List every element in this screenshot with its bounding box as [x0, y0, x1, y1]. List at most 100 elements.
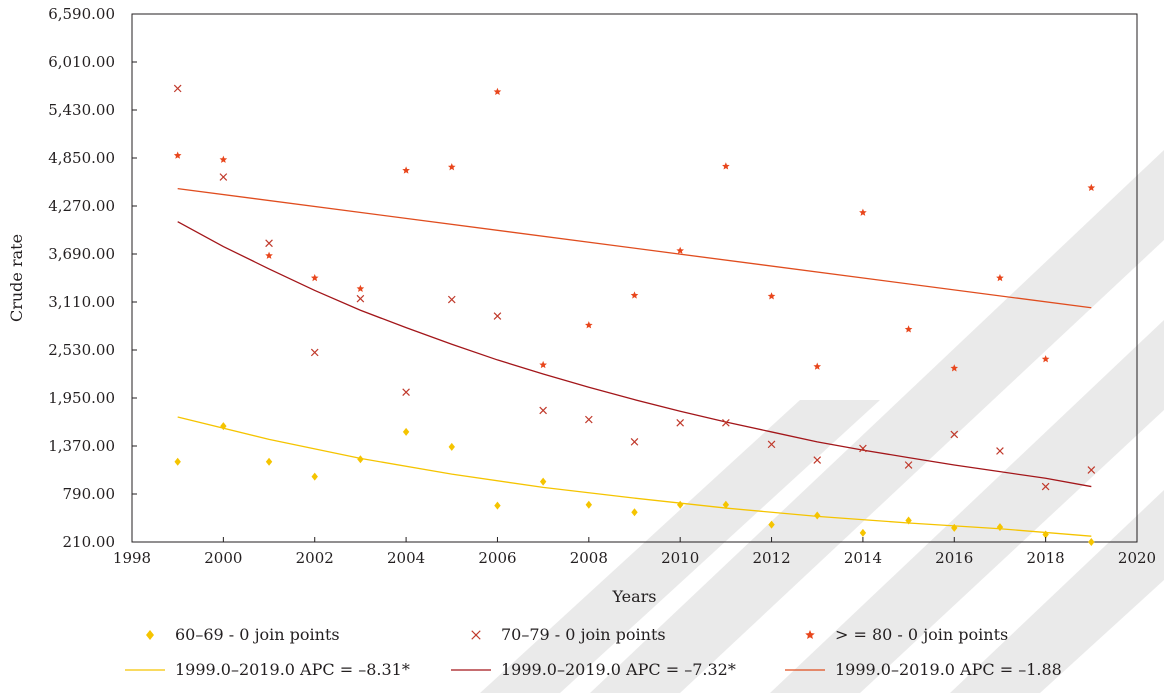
- data-point: [950, 430, 959, 439]
- data-point: [859, 528, 867, 537]
- y-tick-label: 790.00: [63, 485, 116, 503]
- data-point: [310, 348, 319, 357]
- data-point: [905, 516, 912, 525]
- legend-item-3: 1999.0–2019.0 APC = –8.31*: [125, 660, 410, 679]
- data-point: [448, 442, 455, 451]
- x-axis: 1998 2000 2002 2004 2006 2008 2010 2012 2014 2016…: [113, 537, 1156, 567]
- data-point: [676, 500, 684, 509]
- marker-stroke: [722, 419, 730, 427]
- data-point: [904, 461, 913, 469]
- series-1-points: [173, 84, 1096, 491]
- data-point: [813, 362, 822, 370]
- plot-area: [131, 13, 1138, 546]
- data-point: [219, 173, 228, 181]
- legend-label: > = 80 - 0 join points: [835, 625, 1008, 644]
- data-point: [357, 455, 364, 464]
- x-tick-label: 2004: [387, 549, 425, 567]
- data-point: [402, 388, 410, 397]
- legend-label: 70–79 - 0 join points: [501, 625, 666, 644]
- data-point: [996, 447, 1004, 455]
- data-point: [265, 239, 273, 248]
- y-axis: 210.00 790.00 1,370.00 1,950.00 2,530.00 3,11…: [48, 5, 137, 551]
- watermark-stroke-3: [950, 490, 1164, 693]
- data-point: [722, 419, 730, 427]
- data-point: [1087, 183, 1096, 192]
- legend-label: 1999.0–2019.0 APC = –1.88: [835, 660, 1062, 679]
- marker-stroke: [265, 239, 273, 248]
- marker-stroke: [813, 456, 822, 464]
- y-tick-label: 4,850.00: [48, 149, 115, 167]
- y-tick-label: 1,370.00: [48, 437, 115, 455]
- y-tick-label: 3,690.00: [48, 245, 115, 263]
- legend-item-1: 70–79 - 0 join points: [471, 625, 666, 644]
- data-point: [859, 208, 867, 216]
- data-point: [1087, 466, 1096, 474]
- trend-line-3: [177, 416, 1092, 537]
- data-point: [539, 360, 547, 369]
- data-point: [311, 472, 318, 481]
- legend-label: 60–69 - 0 join points: [175, 625, 340, 644]
- y-tick-label: 6,590.00: [48, 5, 115, 23]
- data-point: [402, 166, 410, 174]
- data-point: [768, 520, 775, 529]
- marker-stroke: [996, 447, 1004, 455]
- data-point: [1041, 355, 1050, 363]
- marker-stroke: [1087, 466, 1096, 474]
- marker-stroke: [219, 173, 228, 181]
- data-point: [904, 325, 913, 333]
- data-point: [173, 151, 182, 159]
- marker-stroke: [630, 438, 639, 446]
- data-point: [493, 312, 502, 320]
- data-point: [630, 291, 639, 299]
- watermark-stroke-1: [590, 150, 1164, 693]
- data-point: [996, 274, 1004, 282]
- legend-marker: [805, 630, 815, 640]
- data-point: [859, 444, 867, 453]
- legend-item-0: 60–69 - 0 join points: [146, 625, 340, 644]
- marker-stroke: [173, 84, 182, 93]
- data-point: [173, 84, 182, 93]
- data-point: [950, 364, 959, 372]
- data-point: [585, 321, 593, 329]
- x-tick-label: 2002: [296, 549, 334, 567]
- data-point: [584, 415, 593, 424]
- y-tick-label: 2,530.00: [48, 341, 115, 359]
- legend-label: 1999.0–2019.0 APC = –7.32*: [501, 660, 736, 679]
- y-tick-label: 4,270.00: [48, 197, 115, 215]
- watermark-stroke-4: [480, 400, 880, 693]
- data-point: [814, 511, 821, 520]
- y-axis-title: Crude rate: [7, 234, 26, 322]
- data-point: [402, 427, 410, 436]
- x-tick-label: 2008: [570, 549, 608, 567]
- trend-line-5: [177, 187, 1092, 309]
- legend-marker: [471, 630, 481, 640]
- marker-stroke: [950, 430, 959, 439]
- watermark-stroke-2: [770, 320, 1164, 693]
- data-point: [220, 422, 227, 431]
- data-point: [265, 457, 273, 466]
- marker-stroke: [1041, 482, 1050, 491]
- data-point: [813, 456, 822, 464]
- data-point: [447, 295, 456, 304]
- y-tick-label: 5,430.00: [48, 101, 115, 119]
- data-point: [996, 523, 1004, 532]
- x-tick-label: 2012: [752, 549, 790, 567]
- marker-stroke: [904, 461, 913, 469]
- plot-frame: [131, 13, 1138, 543]
- data-point: [722, 162, 730, 170]
- x-tick-label: 2014: [844, 549, 882, 567]
- data-point: [310, 274, 319, 282]
- data-point: [493, 87, 502, 96]
- marker-stroke: [447, 295, 456, 304]
- y-tick-label: 3,110.00: [48, 293, 115, 311]
- marker-stroke: [356, 294, 365, 303]
- marker-stroke: [539, 406, 547, 415]
- marker-stroke: [767, 440, 776, 449]
- retracted-watermark: [480, 150, 1164, 693]
- data-point: [539, 477, 547, 486]
- marker-stroke: [471, 630, 481, 640]
- data-point: [1042, 530, 1049, 539]
- x-tick-label: 2000: [204, 549, 242, 567]
- marker-stroke: [493, 312, 502, 320]
